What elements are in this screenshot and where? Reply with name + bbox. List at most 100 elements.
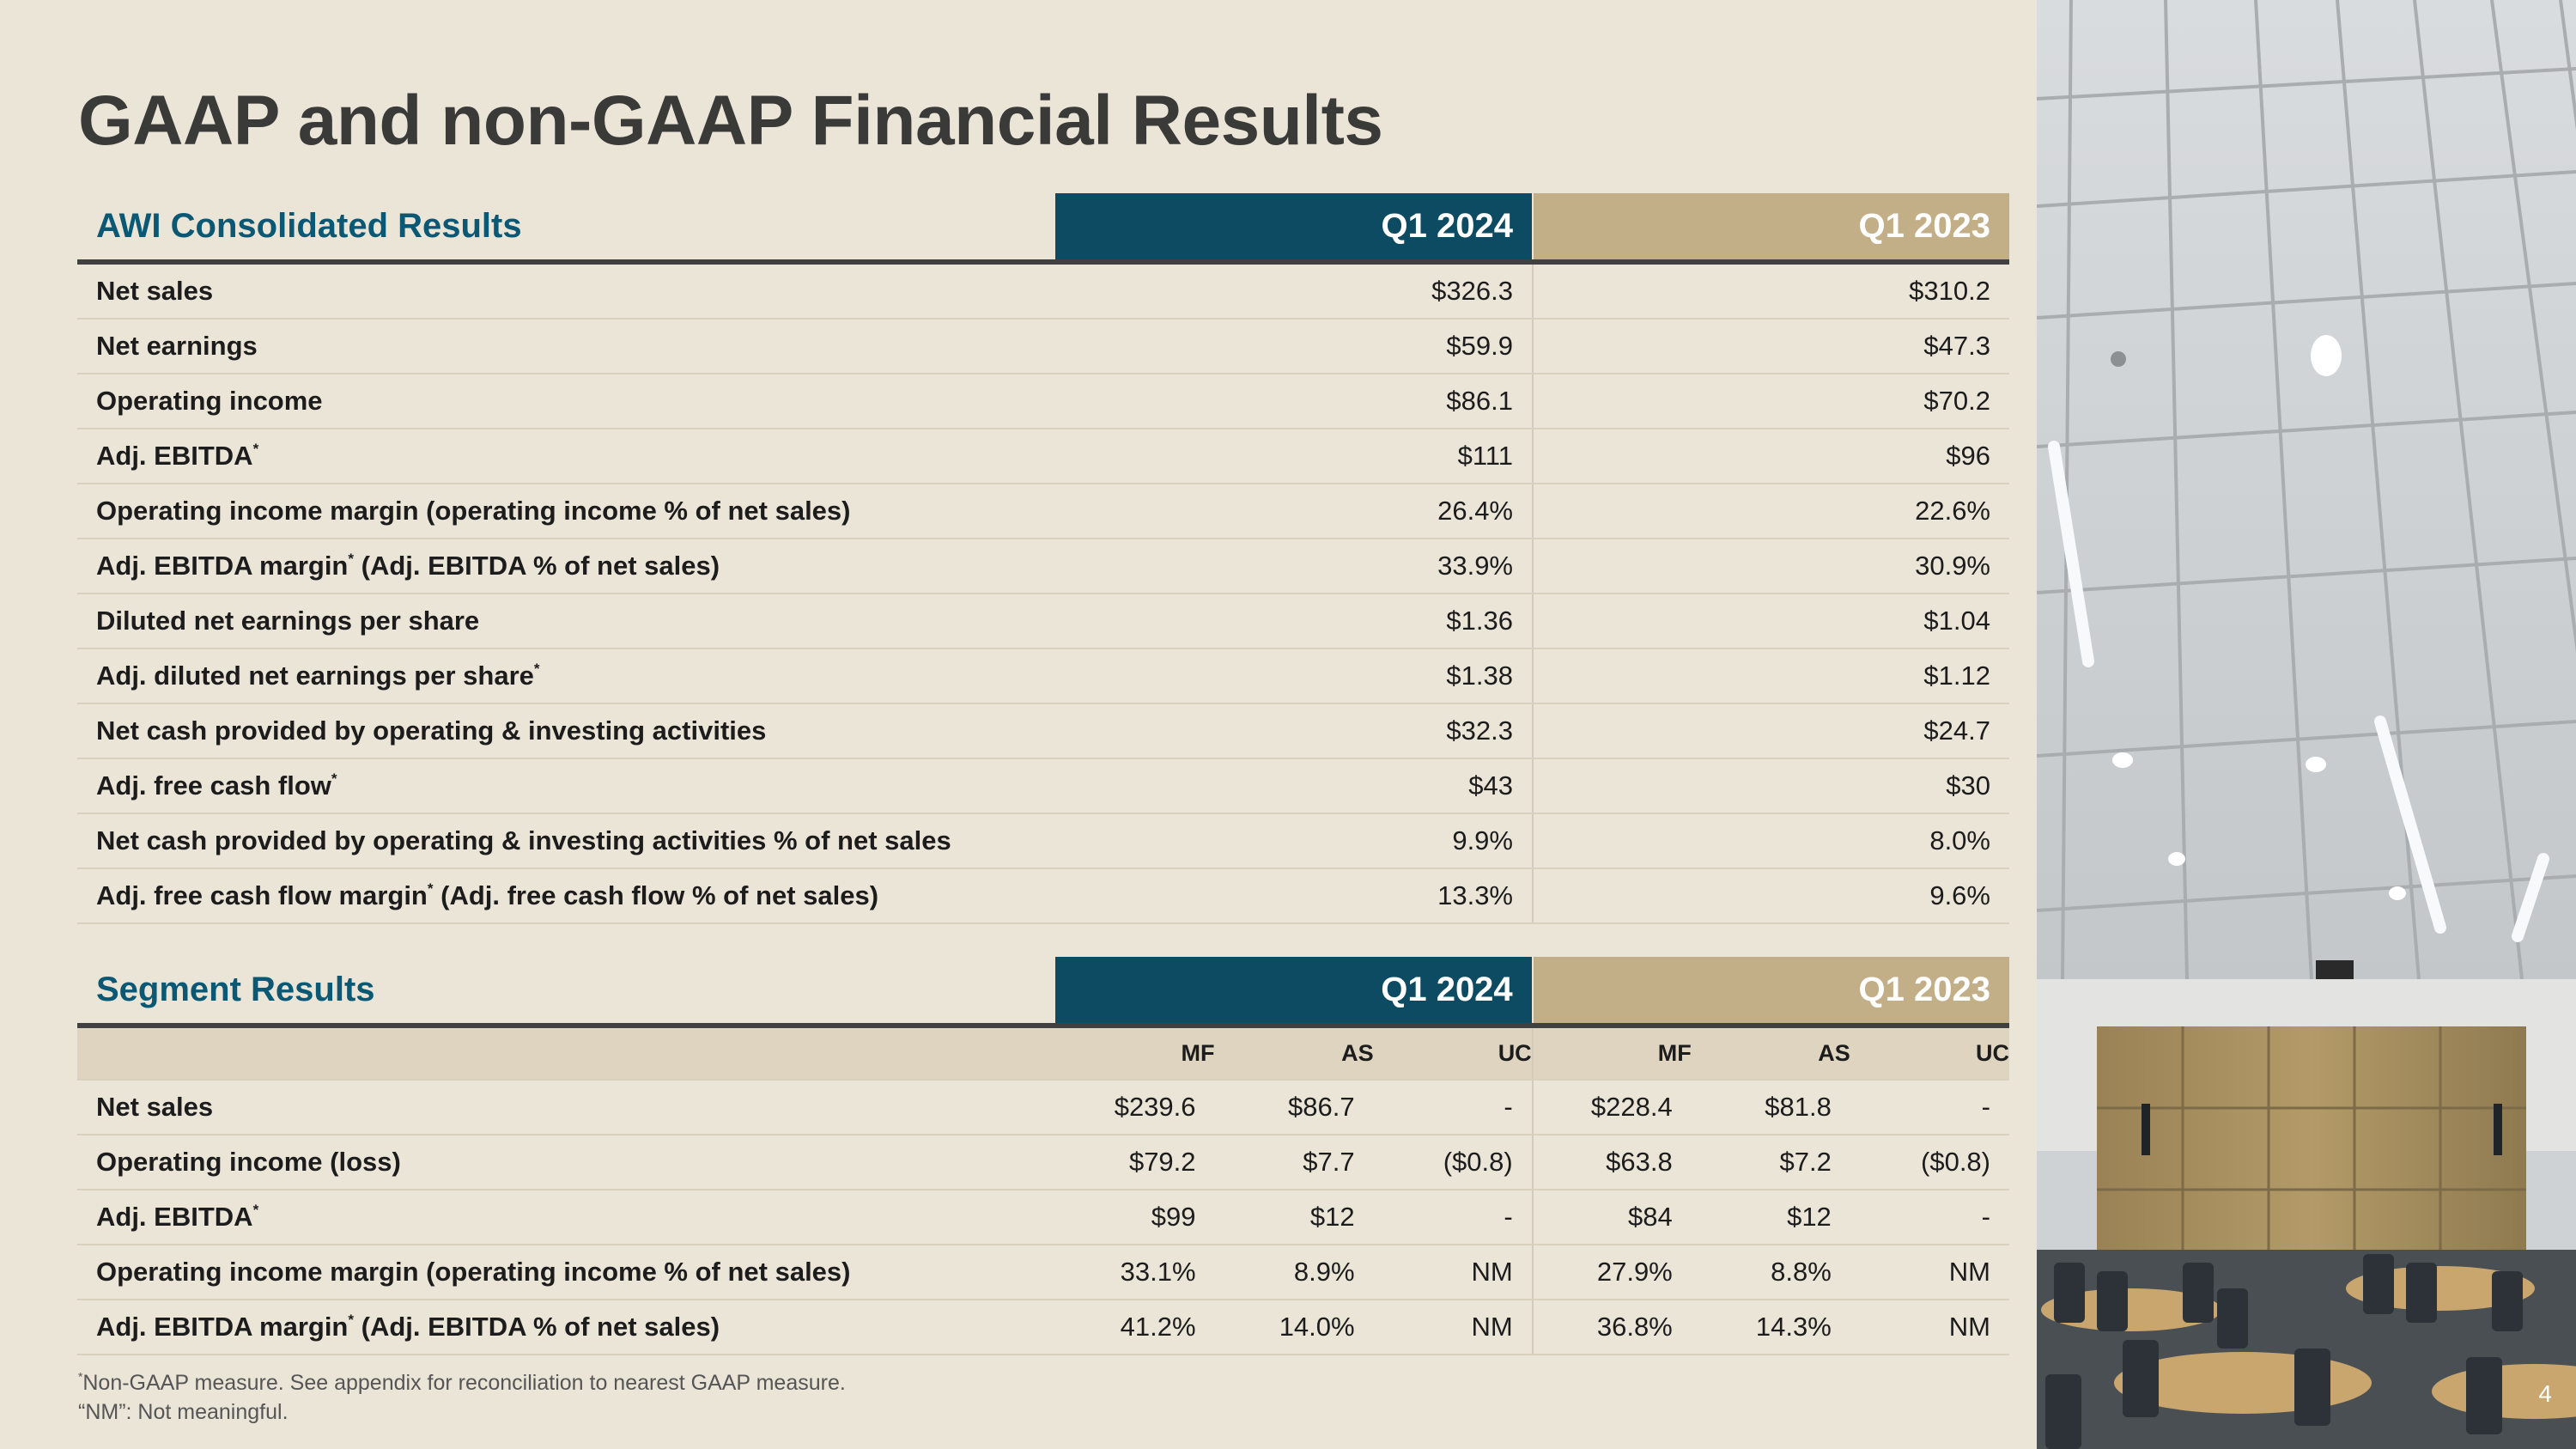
row-label-text: Operating income margin (operating incom…: [96, 1257, 851, 1287]
non-gaap-asterisk: *: [348, 1312, 355, 1329]
non-gaap-asterisk: *: [427, 880, 434, 898]
segment-title: Segment Results: [77, 957, 1056, 1028]
row-label-text: Net cash provided by operating & investi…: [96, 825, 951, 855]
table-row: Diluted net earnings per share $1.36 $1.04: [77, 594, 2009, 649]
table-row: Adj. EBITDA margin* (Adj. EBITDA % of ne…: [77, 1300, 2009, 1355]
value-uc-2024: NM: [1373, 1245, 1533, 1300]
ceiling-photo: [2037, 0, 2576, 1449]
row-label-text: Adj. EBITDA margin: [96, 551, 349, 581]
value-q1-2024: $43: [1055, 758, 1533, 814]
value-mf-2024: $239.6: [1055, 1080, 1215, 1135]
value-q1-2023: $30: [1532, 758, 2009, 814]
table-row: Adj. diluted net earnings per share* $1.3…: [77, 648, 2009, 704]
value-q1-2024: 9.9%: [1055, 813, 1533, 869]
non-gaap-asterisk: *: [533, 661, 540, 678]
value-q1-2023: $24.7: [1532, 703, 2009, 759]
table-row: Adj. EBITDA margin* (Adj. EBITDA % of ne…: [77, 539, 2009, 594]
value-uc-2024: NM: [1373, 1300, 1533, 1355]
row-label-text: Operating income (loss): [96, 1147, 401, 1177]
non-gaap-asterisk: *: [331, 770, 337, 788]
subheader-as-2023: AS: [1691, 1026, 1850, 1081]
row-label-text: Diluted net earnings per share: [96, 606, 480, 636]
value-uc-2023: -: [1850, 1190, 2009, 1245]
row-label-text: Net cash provided by operating & investi…: [96, 715, 767, 746]
value-q1-2023: 22.6%: [1532, 484, 2009, 539]
value-mf-2024: 33.1%: [1055, 1245, 1215, 1300]
subheader-uc-2023: UC: [1850, 1026, 2009, 1081]
row-label-text: Adj. EBITDA: [96, 441, 253, 471]
segment-subheader-blank: [77, 1026, 1056, 1081]
row-label: Adj. EBITDA margin* (Adj. EBITDA % of ne…: [77, 1300, 1056, 1355]
row-label: Operating income: [77, 374, 1055, 429]
row-label-text: Net earnings: [96, 331, 258, 361]
value-mf-2023: $228.4: [1531, 1080, 1692, 1135]
value-q1-2024: $1.38: [1055, 648, 1533, 704]
table-row: Operating income margin (operating incom…: [77, 1245, 2009, 1300]
value-as-2024: $86.7: [1214, 1080, 1374, 1135]
table-row: Net cash provided by operating & investi…: [77, 813, 2009, 869]
row-label-suffix: (Adj. EBITDA % of net sales): [354, 551, 720, 581]
value-as-2023: 8.8%: [1691, 1245, 1850, 1300]
table-row: Net sales $239.6 $86.7- $228.4 $81.8-: [77, 1080, 2009, 1135]
page-number: 4: [2538, 1380, 2552, 1407]
row-label: Diluted net earnings per share: [77, 594, 1055, 649]
value-mf-2024: $79.2: [1055, 1135, 1215, 1190]
value-uc-2024: ($0.8): [1373, 1135, 1533, 1190]
value-mf-2024: $99: [1055, 1190, 1215, 1245]
row-label: Operating income margin (operating incom…: [77, 484, 1055, 539]
value-q1-2023: $70.2: [1532, 374, 2009, 429]
table-row: Operating income $86.1 $70.2: [77, 374, 2009, 429]
row-label: Adj. diluted net earnings per share*: [77, 648, 1055, 704]
table-row: Adj. free cash flow* $43 $30: [77, 758, 2009, 814]
consolidated-body: Net sales $326.3 $310.2 Net earnings $59.9 $4…: [77, 262, 2009, 924]
value-as-2024: 14.0%: [1214, 1300, 1374, 1355]
row-label-text: Operating income: [96, 386, 323, 416]
segment-col-q1-2024: Q1 2024: [1055, 957, 1533, 1028]
value-q1-2024: 13.3%: [1055, 868, 1533, 924]
row-label: Adj. EBITDA*: [77, 429, 1055, 484]
value-q1-2023: $1.12: [1532, 648, 2009, 704]
row-label-text: Net sales: [96, 1092, 214, 1122]
row-label: Net cash provided by operating & investi…: [77, 813, 1055, 869]
table-row: Operating income (loss) $79.2 $7.7 ($0.8) $6…: [77, 1135, 2009, 1190]
value-uc-2023: ($0.8): [1850, 1135, 2009, 1190]
consolidated-results-table: AWI Consolidated Results Q1 2024 Q1 2023…: [77, 193, 2009, 924]
non-gaap-asterisk: *: [252, 441, 259, 458]
subheader-mf-2024: MF: [1055, 1026, 1215, 1081]
consolidated-col-q1-2023: Q1 2023: [1532, 193, 2009, 265]
row-label-text: Operating income margin (operating incom…: [96, 496, 851, 526]
page-title: GAAP and non-GAAP Financial Results: [78, 82, 1383, 160]
row-label: Adj. EBITDA*: [77, 1190, 1056, 1245]
table-row: Adj. EBITDA* $99 $12- $84 $12-: [77, 1190, 2009, 1245]
value-uc-2023: -: [1850, 1080, 2009, 1135]
value-mf-2024: 41.2%: [1055, 1300, 1215, 1355]
segment-body: Net sales $239.6 $86.7- $228.4 $81.8- Operati…: [77, 1080, 2009, 1355]
row-label: Net cash provided by operating & investi…: [77, 703, 1055, 759]
row-label-text: Adj. EBITDA margin: [96, 1312, 349, 1342]
footnote-non-gaap-text: Non-GAAP measure. See appendix for recon…: [82, 1371, 846, 1395]
row-label-text: Adj. EBITDA: [96, 1202, 253, 1232]
table-row: Adj. free cash flow margin* (Adj. free c…: [77, 868, 2009, 924]
value-as-2023: 14.3%: [1691, 1300, 1850, 1355]
value-q1-2023: 8.0%: [1532, 813, 2009, 869]
value-q1-2023: $1.04: [1532, 594, 2009, 649]
subheader-uc-2024: UC: [1373, 1026, 1533, 1081]
value-q1-2024: $1.36: [1055, 594, 1533, 649]
segment-subheader-row: MF AS UC MF AS UC: [77, 1026, 2009, 1081]
ceiling-photo-icon: [2037, 0, 2576, 1449]
row-label-text: Adj. free cash flow margin: [96, 880, 428, 910]
row-label: Operating income margin (operating incom…: [77, 1245, 1056, 1300]
consolidated-header-row: AWI Consolidated Results Q1 2024 Q1 2023: [77, 193, 2009, 265]
table-row: Adj. EBITDA* $111 $96: [77, 429, 2009, 484]
value-as-2023: $7.2: [1691, 1135, 1850, 1190]
value-q1-2023: $47.3: [1532, 319, 2009, 374]
segment-results-table: Segment Results Q1 2024 Q1 2023 MF AS UC…: [77, 957, 2009, 1355]
value-q1-2023: $310.2: [1532, 262, 2009, 320]
non-gaap-asterisk: *: [252, 1202, 259, 1219]
row-label-suffix: (Adj. free cash flow % of net sales): [433, 880, 879, 910]
row-label-text: Adj. free cash flow: [96, 770, 331, 801]
consolidated-col-q1-2024: Q1 2024: [1055, 193, 1533, 265]
row-label: Operating income (loss): [77, 1135, 1056, 1190]
value-uc-2024: -: [1373, 1190, 1533, 1245]
row-label: Net sales: [77, 1080, 1056, 1135]
